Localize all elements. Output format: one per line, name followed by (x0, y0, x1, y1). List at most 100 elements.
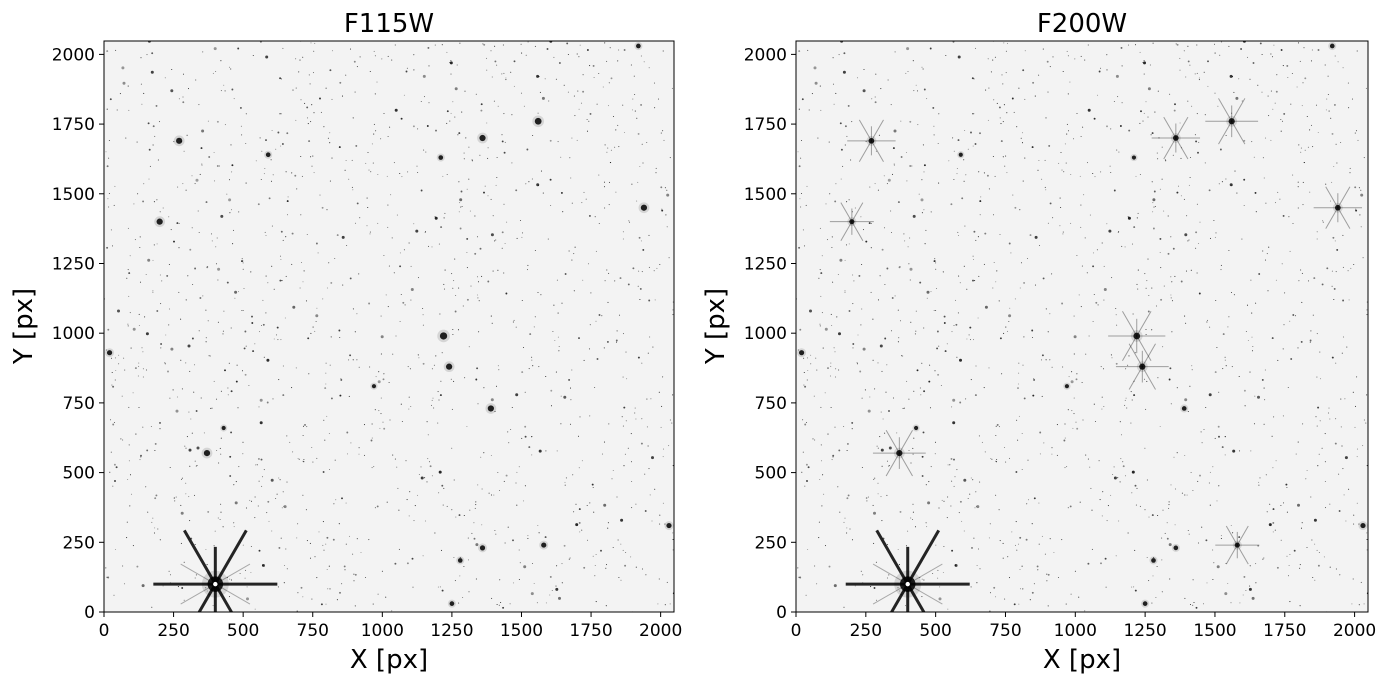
field-star (439, 394, 442, 397)
field-star (1272, 508, 1275, 511)
field-star (451, 509, 453, 511)
field-star (1136, 487, 1138, 489)
field-star (664, 187, 666, 189)
field-star (1082, 126, 1084, 128)
field-star (575, 523, 579, 527)
field-star (1021, 468, 1023, 471)
field-star (392, 454, 394, 456)
field-star (1121, 245, 1123, 247)
field-star (583, 359, 585, 361)
field-star (1106, 54, 1108, 56)
field-star (989, 592, 992, 594)
field-star (309, 557, 312, 559)
field-star (639, 165, 641, 168)
field-star (1045, 117, 1047, 119)
field-star (1228, 249, 1230, 252)
field-star (121, 395, 123, 397)
field-star (1356, 502, 1358, 504)
field-star (144, 316, 146, 318)
field-star (878, 134, 880, 136)
field-star (260, 458, 263, 461)
field-star (263, 173, 265, 175)
field-star (455, 516, 457, 518)
field-star (425, 151, 427, 153)
field-star (947, 496, 949, 498)
field-star (166, 274, 169, 277)
field-star (1161, 591, 1163, 593)
field-star (523, 565, 527, 569)
field-star (487, 195, 489, 197)
field-star (595, 250, 597, 252)
field-star (1231, 112, 1233, 114)
field-star (168, 324, 170, 326)
field-star (1220, 269, 1222, 271)
field-star (315, 242, 318, 245)
field-star (545, 375, 547, 378)
field-star (1233, 294, 1235, 296)
field-star (244, 569, 247, 571)
field-star (295, 367, 297, 369)
field-star (230, 144, 232, 146)
field-star (1289, 601, 1291, 603)
field-star (1044, 553, 1046, 555)
field-star (983, 172, 985, 174)
field-star (1257, 84, 1259, 86)
field-star (1049, 202, 1052, 205)
field-star (440, 226, 443, 229)
field-star (630, 433, 632, 435)
field-star (477, 403, 479, 405)
field-star (139, 246, 141, 249)
field-star (1180, 195, 1182, 197)
field-star (348, 178, 350, 180)
field-star (846, 497, 849, 500)
field-star (1225, 562, 1227, 565)
field-star (563, 395, 567, 399)
field-star (1109, 165, 1111, 167)
field-star (1247, 339, 1249, 342)
field-star (106, 50, 109, 53)
field-star (620, 518, 624, 522)
field-star (1008, 577, 1011, 579)
field-star (127, 325, 129, 327)
field-star (1161, 559, 1163, 561)
field-star (118, 363, 120, 365)
field-star (979, 568, 981, 570)
field-star (974, 143, 977, 145)
field-star (671, 87, 673, 89)
field-star (1006, 330, 1009, 332)
field-star (1147, 116, 1149, 118)
field-star (1258, 273, 1261, 275)
field-star (243, 347, 246, 350)
field-star (189, 248, 192, 251)
field-star (1087, 458, 1089, 460)
field-star (196, 464, 198, 467)
field-star (897, 201, 900, 204)
field-star (956, 167, 958, 170)
field-star (306, 106, 309, 109)
field-star (380, 397, 382, 399)
field-star (959, 500, 962, 503)
field-star (496, 176, 498, 179)
field-star (443, 283, 445, 285)
field-star (1324, 64, 1326, 66)
field-star (916, 90, 919, 92)
field-star (417, 128, 419, 130)
field-star (830, 365, 832, 367)
field-star (467, 537, 469, 539)
field-star (1003, 104, 1005, 106)
field-star (438, 399, 440, 401)
field-star (371, 143, 373, 145)
field-star (336, 234, 339, 237)
field-star (338, 146, 341, 149)
field-star (1060, 206, 1062, 209)
field-star (195, 410, 198, 412)
field-star (407, 171, 409, 173)
field-star (1110, 128, 1112, 130)
field-star (1115, 555, 1117, 557)
field-star (641, 568, 644, 570)
field-star (168, 570, 170, 572)
field-star (1139, 173, 1141, 176)
field-star (380, 413, 382, 415)
field-star (304, 102, 306, 104)
field-star (807, 369, 809, 372)
